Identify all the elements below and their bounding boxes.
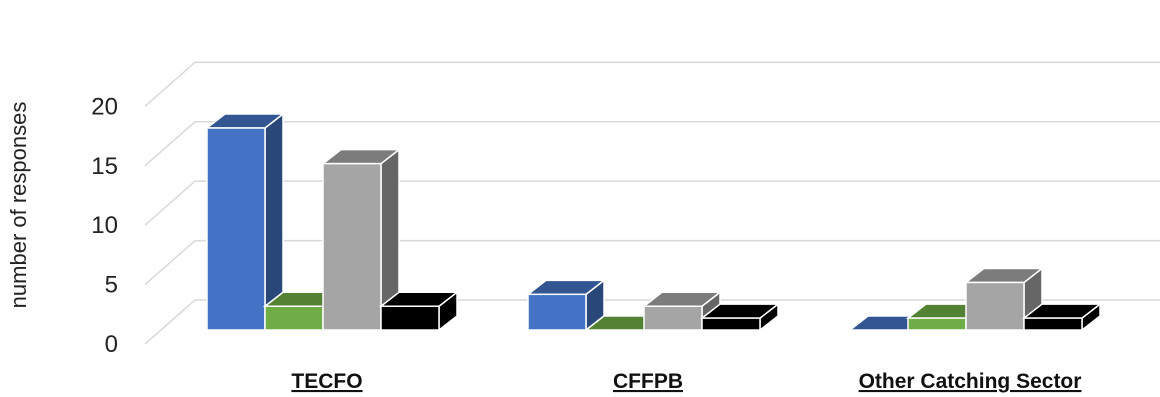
y-tick-label: 5 [105,272,118,299]
bar-front [264,305,324,331]
bar [699,302,781,332]
y-tick-label: 0 [105,331,118,358]
y-axis-ticks: 0 5 10 15 20 [91,93,118,358]
category-label: CFFPB [613,370,683,393]
category-label: TECFO [291,370,362,393]
bars [204,112,1103,332]
bar [525,278,607,332]
bar-front [1023,317,1083,331]
bar [378,290,460,332]
bar [963,266,1045,332]
bar [204,112,286,332]
y-tick-label: 15 [91,153,118,180]
bar-front [965,281,1025,331]
bar-front [907,317,967,331]
bar [1021,302,1103,332]
bar-front [643,305,703,331]
gridline [144,121,1160,167]
y-tick-label: 10 [91,212,118,239]
y-axis-label: number of responses [6,102,31,309]
gridline [144,299,1160,345]
bar-front [322,162,382,331]
category-label: Other Catching Sector [859,370,1082,393]
bar [320,148,402,332]
y-tick-label: 20 [91,93,118,120]
bar-front [527,293,587,331]
gridline [144,61,1160,107]
bar-front [380,305,440,331]
bar-front [206,127,266,331]
gridlines [144,61,1160,345]
gridline [144,180,1160,226]
category-labels: TECFO CFFPB Other Catching Sector [291,370,1081,393]
gridline [144,239,1160,286]
bar-front [701,317,761,331]
